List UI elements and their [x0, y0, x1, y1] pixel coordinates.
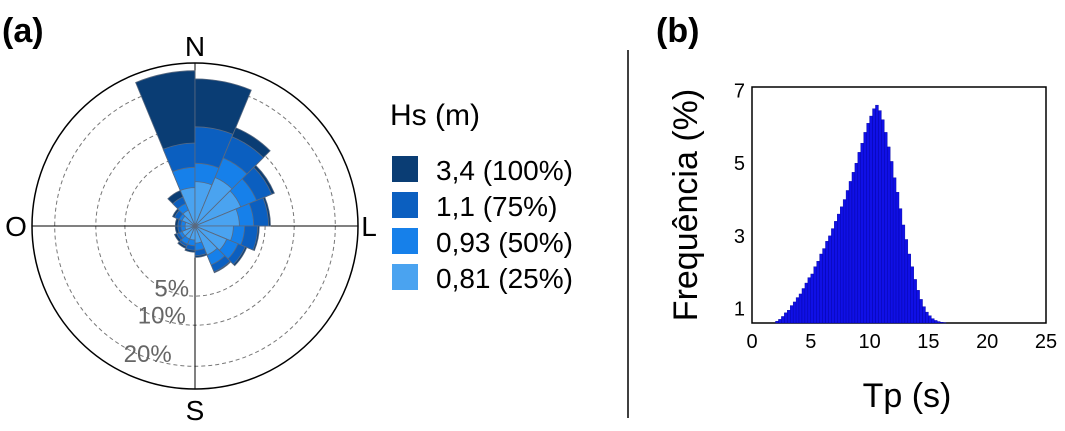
- hist-bar: [904, 239, 909, 324]
- legend-swatch-2: [392, 228, 418, 254]
- rose-ring-label: 20%: [124, 341, 172, 368]
- compass-west: O: [5, 211, 27, 242]
- hist-bar: [834, 221, 838, 324]
- hist-bar: [884, 132, 888, 324]
- y-tick-labels: 1 3 5 7: [734, 81, 745, 321]
- rose-sectors: [135, 70, 275, 274]
- hist-bar: [925, 311, 929, 324]
- hist-bar: [840, 206, 844, 324]
- panel-b-label: (b): [656, 12, 699, 50]
- hist-bar: [916, 290, 920, 324]
- hist-bar: [804, 282, 809, 324]
- rose-sector-15-layer-0: [182, 209, 196, 227]
- hist-bar: [913, 279, 917, 324]
- x-tick-label: 10: [858, 331, 880, 353]
- x-tick-labels: 0 5 10 15 20 25: [746, 331, 1057, 353]
- hist-bar: [828, 235, 832, 324]
- hist-bar: [837, 213, 841, 324]
- hist-bar: [813, 266, 817, 324]
- hist-bar: [875, 104, 879, 324]
- x-tick-label: 25: [1035, 331, 1057, 353]
- histogram-bars: [775, 104, 947, 324]
- rose-ring-labels: 5%10% 20%: [124, 275, 189, 368]
- hist-bar: [822, 248, 826, 324]
- hist-bar: [878, 110, 882, 324]
- hist-bar: [784, 312, 788, 324]
- hist-bar: [907, 253, 911, 324]
- hist-bar: [778, 319, 782, 324]
- hist-bar: [866, 123, 870, 324]
- legend-entries: 3,4 (100%) 1,1 (75%) 0,93 (50%) 0,81 (25%): [392, 155, 573, 294]
- y-tick-label: 3: [734, 226, 745, 248]
- histogram: 0 5 10 15 20 25 1 3 5 7 Tp (s) Frequência (%): [667, 81, 1057, 415]
- wind-rose: 5%10% 20% N S O L: [5, 31, 377, 426]
- hist-bar: [934, 320, 938, 324]
- hist-bar: [863, 132, 867, 324]
- compass-east: L: [361, 211, 377, 242]
- hist-bar: [790, 305, 794, 324]
- hist-bar: [895, 192, 900, 324]
- hist-bar: [816, 261, 820, 324]
- legend: Hs (m) 3,4 (100%) 1,1 (75%) 0,93 (50%) 0,81…: [390, 99, 573, 294]
- hist-bar: [842, 199, 847, 324]
- legend-title: Hs (m): [390, 99, 480, 132]
- hist-bar: [860, 143, 864, 324]
- hist-bar: [901, 224, 906, 324]
- x-tick-label: 0: [746, 331, 757, 353]
- hist-bar: [775, 320, 779, 324]
- hist-bar: [937, 321, 941, 324]
- legend-entry-2: 0,93 (50%): [436, 227, 573, 258]
- legend-entry-1: 1,1 (75%): [436, 191, 557, 222]
- hist-bar: [854, 163, 859, 324]
- x-tick-label: 5: [805, 331, 816, 353]
- panel-a-label: (a): [2, 12, 44, 50]
- hist-bar: [795, 297, 800, 324]
- hist-bar: [889, 161, 894, 324]
- hist-bar: [869, 115, 873, 324]
- hist-bar: [928, 315, 932, 324]
- hist-bar: [787, 310, 791, 324]
- legend-entry-0: 3,4 (100%): [436, 155, 573, 186]
- compass-south: S: [186, 395, 205, 426]
- hist-bar: [898, 208, 903, 324]
- hist-bar: [801, 288, 806, 324]
- x-axis-label: Tp (s): [863, 377, 952, 415]
- legend-swatch-3: [392, 264, 418, 290]
- hist-bar: [857, 152, 861, 324]
- rose-ring-label: 10%: [138, 303, 186, 330]
- hist-bar: [892, 177, 897, 324]
- hist-bar: [845, 190, 850, 324]
- hist-bar: [872, 108, 876, 324]
- legend-entry-3: 0,81 (25%): [436, 263, 573, 294]
- hist-bar: [887, 146, 891, 324]
- legend-swatch-1: [392, 192, 418, 218]
- hist-bar: [810, 273, 814, 324]
- hist-bar: [931, 318, 935, 324]
- rose-ring-label: 5%: [154, 275, 189, 302]
- hist-bar: [781, 316, 785, 324]
- hist-bar: [798, 293, 803, 324]
- y-axis-label: Frequência (%): [667, 89, 705, 321]
- legend-swatch-0: [392, 156, 418, 182]
- hist-bar: [807, 277, 811, 324]
- x-tick-label: 20: [976, 331, 998, 353]
- hist-bar: [848, 181, 853, 324]
- y-tick-label: 5: [734, 153, 745, 175]
- hist-bar: [919, 299, 923, 324]
- y-tick-label: 1: [734, 299, 745, 321]
- hist-bar: [910, 266, 914, 324]
- x-tick-label: 15: [917, 331, 939, 353]
- hist-bar: [939, 322, 944, 324]
- hist-bar: [825, 241, 829, 324]
- hist-bar: [922, 306, 926, 324]
- hist-bar: [792, 301, 797, 324]
- hist-bar: [851, 172, 856, 324]
- y-tick-label: 7: [734, 81, 745, 103]
- hist-bar: [831, 228, 835, 324]
- compass-north: N: [185, 31, 205, 62]
- hist-bar: [819, 253, 823, 324]
- hist-bar: [881, 119, 885, 324]
